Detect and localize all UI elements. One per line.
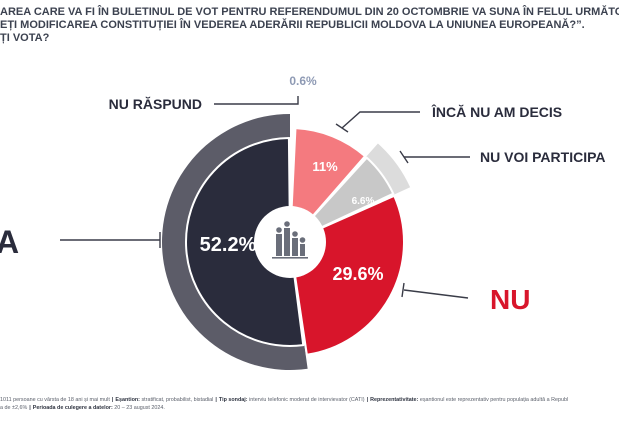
footer-line-2: a de ±2,6% | Perioada de culegere a datelo… <box>0 405 165 411</box>
chart-title: AREA CARE VA FI ÎN BULETINUL DE VOT PENT… <box>0 6 619 45</box>
footer-line-1: 1011 persoane cu vârsta de 18 ani și mai… <box>0 397 569 403</box>
category-label-inca-nu-am-decis: ÎNCĂ NU AM DECIS <box>431 103 562 120</box>
ring-a <box>161 114 308 370</box>
ring-nu-voi-participa <box>365 143 411 195</box>
footer-part-3: Tip sondaj: <box>218 397 250 403</box>
leader-tick-nu <box>401 282 405 298</box>
title-line-3: ȚI VOTA? <box>0 32 50 44</box>
footer-period-value: 20 – 23 august 2024. <box>114 405 165 411</box>
title-line-2: EȚI MODIFICAREA CONSTITUȚIEI ÎN VEDEREA … <box>0 19 585 31</box>
people-chart-icon <box>272 221 308 259</box>
slice-a <box>185 136 305 347</box>
value-label-a: 52.2% <box>200 234 257 256</box>
title-line-1: AREA CARE VA FI ÎN BULETINUL DE VOT PENT… <box>0 6 619 18</box>
category-label-nu-voi-participa: NU VOI PARTICIPA <box>480 149 606 165</box>
leader-tick-nu-voi-participa <box>399 150 409 164</box>
category-label-nu: NU <box>490 284 530 315</box>
footer-part-4: interviu telefonic moderat de intervieva… <box>249 397 365 403</box>
value-label-inca-nu-am-decis: 11% <box>312 159 338 174</box>
value-label-nu-raspund: 0.6% <box>289 74 317 88</box>
footer-period-label: Perioada de culegere a datelor: <box>32 405 113 411</box>
footer-part-5: Reprezentativitate: <box>370 397 420 403</box>
value-label-nu: 29.6% <box>332 264 383 284</box>
leader-line-nu-raspund <box>214 96 299 105</box>
leader-line-inca-nu-am-decis <box>341 111 420 129</box>
footer-part-6: eșantionul este reprezentativ pentru pop… <box>419 397 569 403</box>
footer-part-1: Eșantion: <box>115 397 142 403</box>
footer-margin-text: a de ±2,6% <box>0 405 28 411</box>
leader-tick-inca-nu-am-decis <box>335 123 349 133</box>
category-label-a: A <box>0 224 19 260</box>
leader-line-nu <box>403 289 469 299</box>
value-label-nu-voi-participa: 6.6% <box>352 196 375 207</box>
category-label-nu-raspund: NU RĂSPUND <box>109 96 202 112</box>
footer-part-0: 1011 persoane cu vârsta de 18 ani și mai… <box>0 397 110 403</box>
footer-notes: 1011 persoane cu vârsta de 18 ani și mai… <box>0 396 619 412</box>
footer-part-2: stratificat, probabilist, bistadial <box>141 397 214 403</box>
